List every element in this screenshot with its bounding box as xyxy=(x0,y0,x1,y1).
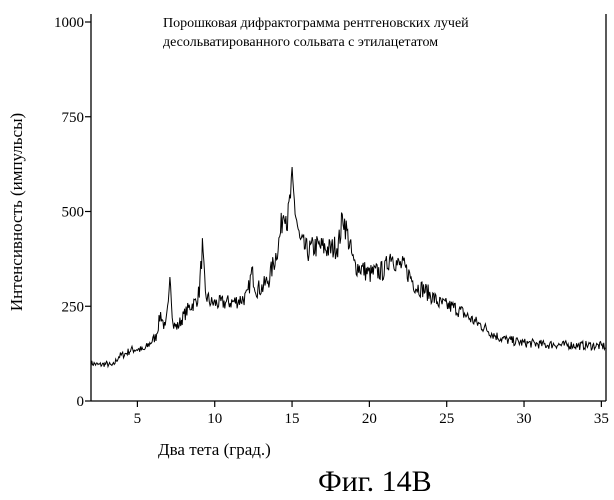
y-tick-label: 0 xyxy=(77,394,85,410)
x-tick-label: 25 xyxy=(439,411,454,427)
annotation-line-1: Порошковая дифрактограмма рентгеновских … xyxy=(163,16,469,31)
x-tick-label: 15 xyxy=(285,411,300,427)
y-tick-label: 250 xyxy=(62,299,85,315)
y-tick-label: 1000 xyxy=(54,15,84,31)
x-tick-label: 35 xyxy=(594,411,609,427)
plot-frame xyxy=(90,14,607,402)
x-axis-ticks: 5 10 15 20 25 30 35 xyxy=(134,401,609,427)
x-tick-label: 10 xyxy=(207,411,222,427)
x-tick-label: 20 xyxy=(362,411,377,427)
y-axis-title: Интенсивность (импульсы) xyxy=(7,113,26,311)
x-tick-label: 5 xyxy=(134,411,142,427)
y-axis-ticks: 0 250 500 750 1000 xyxy=(54,15,91,410)
x-tick-label: 30 xyxy=(517,411,532,427)
y-tick-label: 750 xyxy=(62,110,85,126)
diffraction-trace xyxy=(90,166,606,369)
figure-caption: Фиг. 14B xyxy=(318,465,432,498)
y-tick-label: 500 xyxy=(62,205,85,221)
annotation-line-2: десольватированного сольвата с этилацета… xyxy=(163,35,438,50)
series-layer xyxy=(90,166,606,369)
x-axis-title: Два тета (град.) xyxy=(158,440,271,459)
